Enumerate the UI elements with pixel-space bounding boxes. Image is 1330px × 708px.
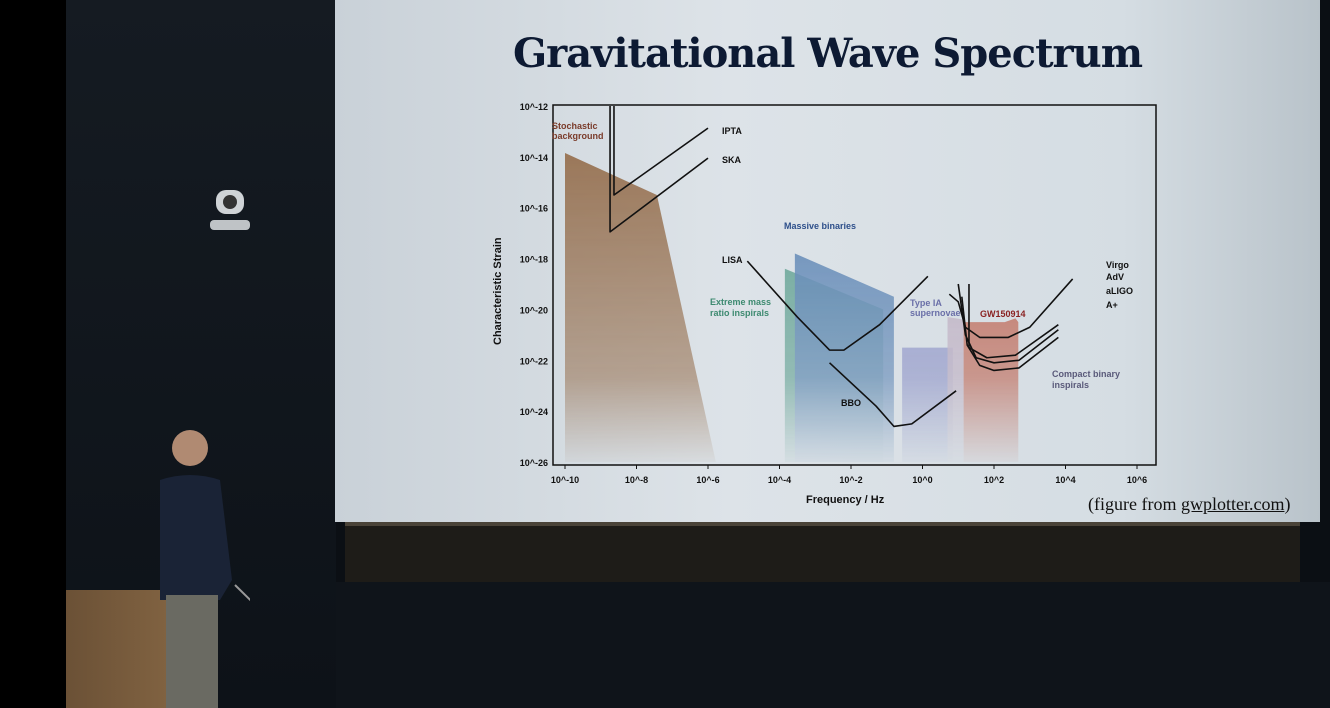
label-aligo: aLIGO xyxy=(1106,286,1133,296)
curve-a xyxy=(961,296,1059,372)
credit-link[interactable]: gwplotter.com xyxy=(1180,494,1285,514)
curve-aligo xyxy=(957,283,1059,364)
curve-virgo-adv xyxy=(948,278,1074,339)
x-tick-label: 10^-4 xyxy=(768,475,791,485)
label-virgo: Virgo xyxy=(1106,260,1129,270)
region-type-ia-supernovae xyxy=(902,347,953,462)
curve-lisa xyxy=(746,260,929,351)
label-gw150914: GW150914 xyxy=(980,309,1026,319)
y-tick-label: 10^-24 xyxy=(520,407,548,417)
x-tick-label: 10^-8 xyxy=(625,475,648,485)
x-axis-label: Frequency / Hz xyxy=(806,494,885,506)
y-axis-label: Characteristic Strain xyxy=(492,237,504,345)
label-type-ia: Type IA xyxy=(910,298,942,308)
label-stochastic: Stochastic xyxy=(552,121,598,131)
x-tick-label: 10^4 xyxy=(1055,475,1075,485)
label-emri-2: ratio inspirals xyxy=(710,308,769,318)
camera-icon xyxy=(210,190,250,230)
label-massive-binaries: Massive binaries xyxy=(784,221,856,231)
x-tick-label: 10^6 xyxy=(1127,475,1147,485)
y-tick-label: 10^-14 xyxy=(520,153,548,163)
curve-ipta xyxy=(613,106,709,196)
left-border xyxy=(0,0,66,708)
x-tick-label: 10^-2 xyxy=(839,475,862,485)
figure-credit: (figure from gwplotter.com) xyxy=(1088,494,1290,515)
lower-wall xyxy=(336,582,1330,708)
label-adv: AdV xyxy=(1106,272,1124,282)
x-tick-label: 10^0 xyxy=(912,475,932,485)
label-lisa: LISA xyxy=(722,255,743,265)
x-tick-label: 10^-10 xyxy=(551,475,579,485)
label-aplus: A+ xyxy=(1106,300,1118,310)
plot-frame xyxy=(552,104,1157,466)
y-tick-label: 10^-26 xyxy=(520,458,548,468)
region-gw150914 xyxy=(963,318,1019,462)
label-ska: SKA xyxy=(722,155,742,165)
credit-suffix: ) xyxy=(1284,494,1291,514)
y-tick-label: 10^-12 xyxy=(520,102,548,112)
label-bbo: BBO xyxy=(841,398,861,408)
curve-virgo xyxy=(968,284,1059,359)
label-ipta: IPTA xyxy=(722,126,742,136)
label-type-ia-2: supernovae xyxy=(910,308,961,318)
x-tick-label: 10^-6 xyxy=(696,475,719,485)
x-tick-label: 10^2 xyxy=(984,475,1004,485)
slide-title: Gravitational Wave Spectrum xyxy=(512,30,1143,77)
y-tick-label: 10^-22 xyxy=(520,356,548,366)
label-emri: Extreme mass xyxy=(710,297,771,307)
region-stochastic-background xyxy=(565,153,716,463)
y-tick-label: 10^-20 xyxy=(520,305,548,315)
y-tick-label: 10^-16 xyxy=(520,204,548,214)
region-massive-binaries xyxy=(794,253,894,462)
region-region xyxy=(947,317,964,462)
label-compact-binary: Compact binary xyxy=(1052,369,1120,379)
label-compact-binary-2: inspirals xyxy=(1052,380,1089,390)
curve-ska xyxy=(609,106,709,233)
curve-bbo xyxy=(829,362,957,428)
credit-prefix: (figure from xyxy=(1088,494,1181,514)
label-stochastic-2: background xyxy=(552,131,604,141)
y-tick-label: 10^-18 xyxy=(520,255,548,265)
lecturer xyxy=(160,430,250,708)
